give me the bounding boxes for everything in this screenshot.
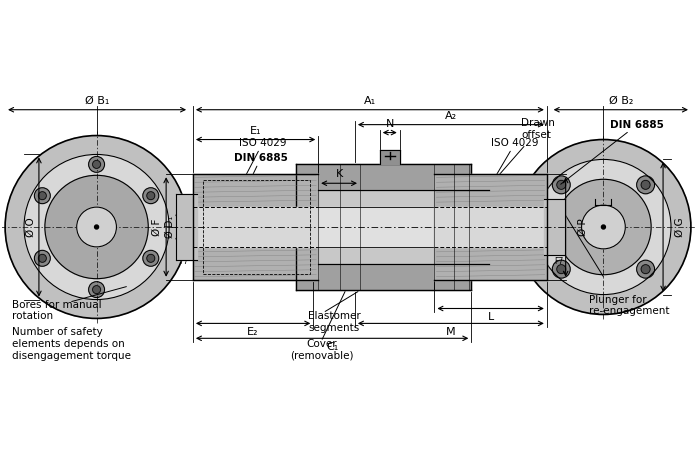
Circle shape	[641, 265, 650, 274]
Text: F7: F7	[179, 257, 188, 266]
Text: C₂: C₂	[416, 195, 428, 205]
Text: Ø D₂: Ø D₂	[541, 216, 551, 238]
Text: Bores for manual
rotation: Bores for manual rotation	[12, 299, 102, 321]
Text: DIN 6885: DIN 6885	[234, 154, 288, 204]
Text: ISO 4029: ISO 4029	[231, 139, 286, 204]
Circle shape	[89, 282, 104, 298]
Circle shape	[34, 188, 50, 204]
Circle shape	[637, 260, 654, 278]
Text: Ø F: Ø F	[152, 218, 162, 236]
Circle shape	[641, 180, 650, 189]
Text: K: K	[335, 169, 343, 179]
Text: E₁: E₁	[250, 125, 261, 135]
Text: Ø P: Ø P	[578, 218, 587, 236]
Text: Ø O: Ø O	[26, 217, 36, 237]
Circle shape	[552, 176, 570, 194]
Circle shape	[92, 160, 101, 169]
Bar	[380, 150, 400, 164]
Text: F7: F7	[554, 257, 564, 266]
Circle shape	[637, 176, 654, 194]
Bar	[435, 207, 547, 247]
Text: A₁: A₁	[364, 96, 376, 106]
Text: M: M	[446, 328, 456, 337]
Circle shape	[143, 188, 159, 204]
Circle shape	[147, 192, 155, 200]
Text: Ø B₁: Ø B₁	[85, 96, 109, 106]
Text: DIN 6885: DIN 6885	[561, 120, 664, 184]
Circle shape	[556, 179, 651, 275]
Text: Plunger for
re-engagement: Plunger for re-engagement	[589, 294, 669, 316]
Circle shape	[556, 180, 566, 189]
Circle shape	[536, 159, 671, 294]
Bar	[193, 174, 318, 280]
Text: Ø D₁: Ø D₁	[165, 216, 175, 238]
Bar	[435, 174, 547, 280]
Bar	[296, 164, 471, 289]
Circle shape	[516, 140, 691, 314]
Text: L: L	[487, 313, 494, 323]
Bar	[176, 194, 197, 260]
Circle shape	[5, 135, 188, 318]
Bar	[318, 190, 489, 264]
Bar	[544, 199, 565, 255]
Text: Cover
(removable): Cover (removable)	[290, 339, 354, 361]
Text: ISO 4029: ISO 4029	[489, 139, 538, 187]
Text: Elastomer
segments: Elastomer segments	[308, 312, 361, 333]
Circle shape	[143, 251, 159, 266]
Text: A₂: A₂	[444, 111, 457, 120]
Text: Drawn
offset: Drawn offset	[521, 118, 555, 140]
Bar	[193, 207, 318, 247]
Circle shape	[94, 225, 99, 229]
Bar	[203, 180, 310, 274]
Text: E₂: E₂	[247, 328, 259, 337]
Circle shape	[552, 260, 570, 278]
Circle shape	[556, 265, 566, 274]
Text: Number of safety
elements depends on
disengagement torque: Number of safety elements depends on dis…	[12, 328, 131, 361]
Circle shape	[92, 286, 101, 294]
Circle shape	[24, 154, 169, 299]
Circle shape	[89, 156, 104, 172]
Text: N: N	[386, 119, 394, 129]
Circle shape	[147, 254, 155, 262]
Bar	[318, 207, 489, 247]
Circle shape	[45, 175, 148, 279]
Circle shape	[77, 207, 116, 247]
Circle shape	[38, 192, 46, 200]
Circle shape	[582, 205, 625, 249]
Text: C₁: C₁	[326, 342, 338, 352]
Text: Ø B₂: Ø B₂	[608, 96, 633, 106]
Circle shape	[34, 251, 50, 266]
Text: Ø G: Ø G	[675, 217, 685, 237]
Circle shape	[601, 225, 606, 229]
Text: C₃: C₃	[398, 243, 410, 253]
Circle shape	[38, 254, 46, 262]
